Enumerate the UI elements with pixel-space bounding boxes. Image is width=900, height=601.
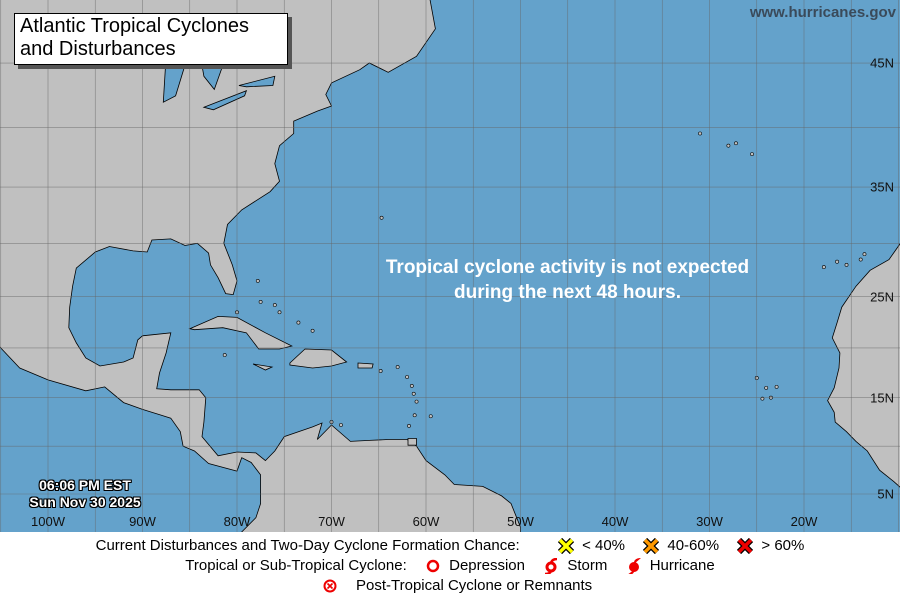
legend-disturbances-row: Current Disturbances and Two-Day Cyclone… xyxy=(0,536,900,556)
island xyxy=(395,365,400,369)
latitude-label: 25N xyxy=(870,289,894,305)
island xyxy=(296,320,301,325)
island xyxy=(409,383,414,388)
island xyxy=(258,300,263,304)
legend-high: > 60% xyxy=(761,537,805,555)
island xyxy=(379,215,384,220)
lake-erie xyxy=(202,90,248,111)
island xyxy=(835,259,839,264)
island xyxy=(698,131,702,136)
message-line-2: during the next 48 hours. xyxy=(454,282,681,303)
island xyxy=(378,369,383,373)
island xyxy=(222,353,227,357)
longitude-label: 30W xyxy=(696,514,723,529)
cuba xyxy=(188,315,293,350)
trinidad xyxy=(407,438,417,446)
map-area: Atlantic Tropical Cyclones and Disturban… xyxy=(0,0,900,532)
legend-cyclone-row: Tropical or Sub-Tropical Cyclone: Depres… xyxy=(0,556,900,576)
latitude-label: 45N xyxy=(870,55,894,71)
island xyxy=(414,399,419,404)
island xyxy=(272,303,277,307)
timestamp-time: 06:06 PM EST xyxy=(39,477,131,493)
longitude-label: 80W xyxy=(223,514,251,529)
legend-low: < 40% xyxy=(582,537,626,555)
island xyxy=(858,257,863,262)
island xyxy=(750,152,754,157)
island xyxy=(844,263,849,267)
longitude-label: 50W xyxy=(507,514,534,529)
longitude-label: 90W xyxy=(129,514,156,529)
legend: Current Disturbances and Two-Day Cyclone… xyxy=(0,532,900,601)
post-tropical-icon xyxy=(322,578,338,594)
island xyxy=(255,279,260,283)
red-x-icon xyxy=(737,537,754,555)
timestamp: 06:06 PM EST Sun Nov 30 2025 xyxy=(10,477,160,511)
longitude-label: 40W xyxy=(601,514,629,529)
timestamp-date: Sun Nov 30 2025 xyxy=(29,494,141,510)
depression-icon xyxy=(425,558,441,574)
yellow-x-icon xyxy=(557,537,575,555)
legend-depression: Depression xyxy=(449,557,525,575)
africa-landmass xyxy=(827,243,900,488)
island xyxy=(339,423,343,427)
longitude-label: 70W xyxy=(318,514,345,529)
longitude-label: 100W xyxy=(31,514,65,529)
outlook-message: Tropical cyclone activity is not expecte… xyxy=(330,255,805,305)
title-line-2: and Disturbances xyxy=(20,38,176,60)
legend-post-tropical: Post-Tropical Cyclone or Remnants xyxy=(355,577,593,595)
latitude-label: 35N xyxy=(870,179,894,195)
island xyxy=(821,265,826,269)
island xyxy=(774,384,779,389)
latitude-label: 15N xyxy=(870,390,894,406)
island xyxy=(405,375,410,379)
legend-hurricane: Hurricane xyxy=(649,557,715,575)
puerto-rico xyxy=(357,362,374,369)
island xyxy=(726,143,731,148)
orange-x-icon xyxy=(643,537,660,555)
title-line-1: Atlantic Tropical Cyclones xyxy=(20,15,249,37)
hurricane-icon xyxy=(626,558,642,576)
website-label: www.hurricanes.gov xyxy=(749,4,896,21)
island xyxy=(764,385,769,390)
island xyxy=(734,141,738,146)
jamaica xyxy=(252,363,274,371)
hispaniola xyxy=(289,348,348,369)
legend-post-tropical-row: Post-Tropical Cyclone or Remnants xyxy=(0,576,900,596)
island xyxy=(310,328,315,333)
island xyxy=(862,252,867,257)
longitude-label: 20W xyxy=(790,514,818,529)
latitude-label: 5N xyxy=(877,486,894,502)
legend-storm: Storm xyxy=(567,557,608,575)
island xyxy=(412,413,417,418)
basemap xyxy=(0,0,900,532)
legend-disturbances-label: Current Disturbances and Two-Day Cyclone… xyxy=(95,537,520,555)
island xyxy=(428,414,433,419)
lake-ontario xyxy=(238,75,276,88)
storm-icon xyxy=(543,557,559,576)
longitude-label: 60W xyxy=(412,514,440,529)
message-line-1: Tropical cyclone activity is not expecte… xyxy=(385,257,750,278)
island xyxy=(411,391,416,396)
legend-cyclone-label: Tropical or Sub-Tropical Cyclone: xyxy=(185,557,407,575)
island xyxy=(407,424,411,428)
americas-landmass xyxy=(0,0,521,532)
map-title: Atlantic Tropical Cyclones and Disturban… xyxy=(14,13,288,65)
legend-medium: 40-60% xyxy=(667,537,720,555)
island xyxy=(277,310,282,315)
